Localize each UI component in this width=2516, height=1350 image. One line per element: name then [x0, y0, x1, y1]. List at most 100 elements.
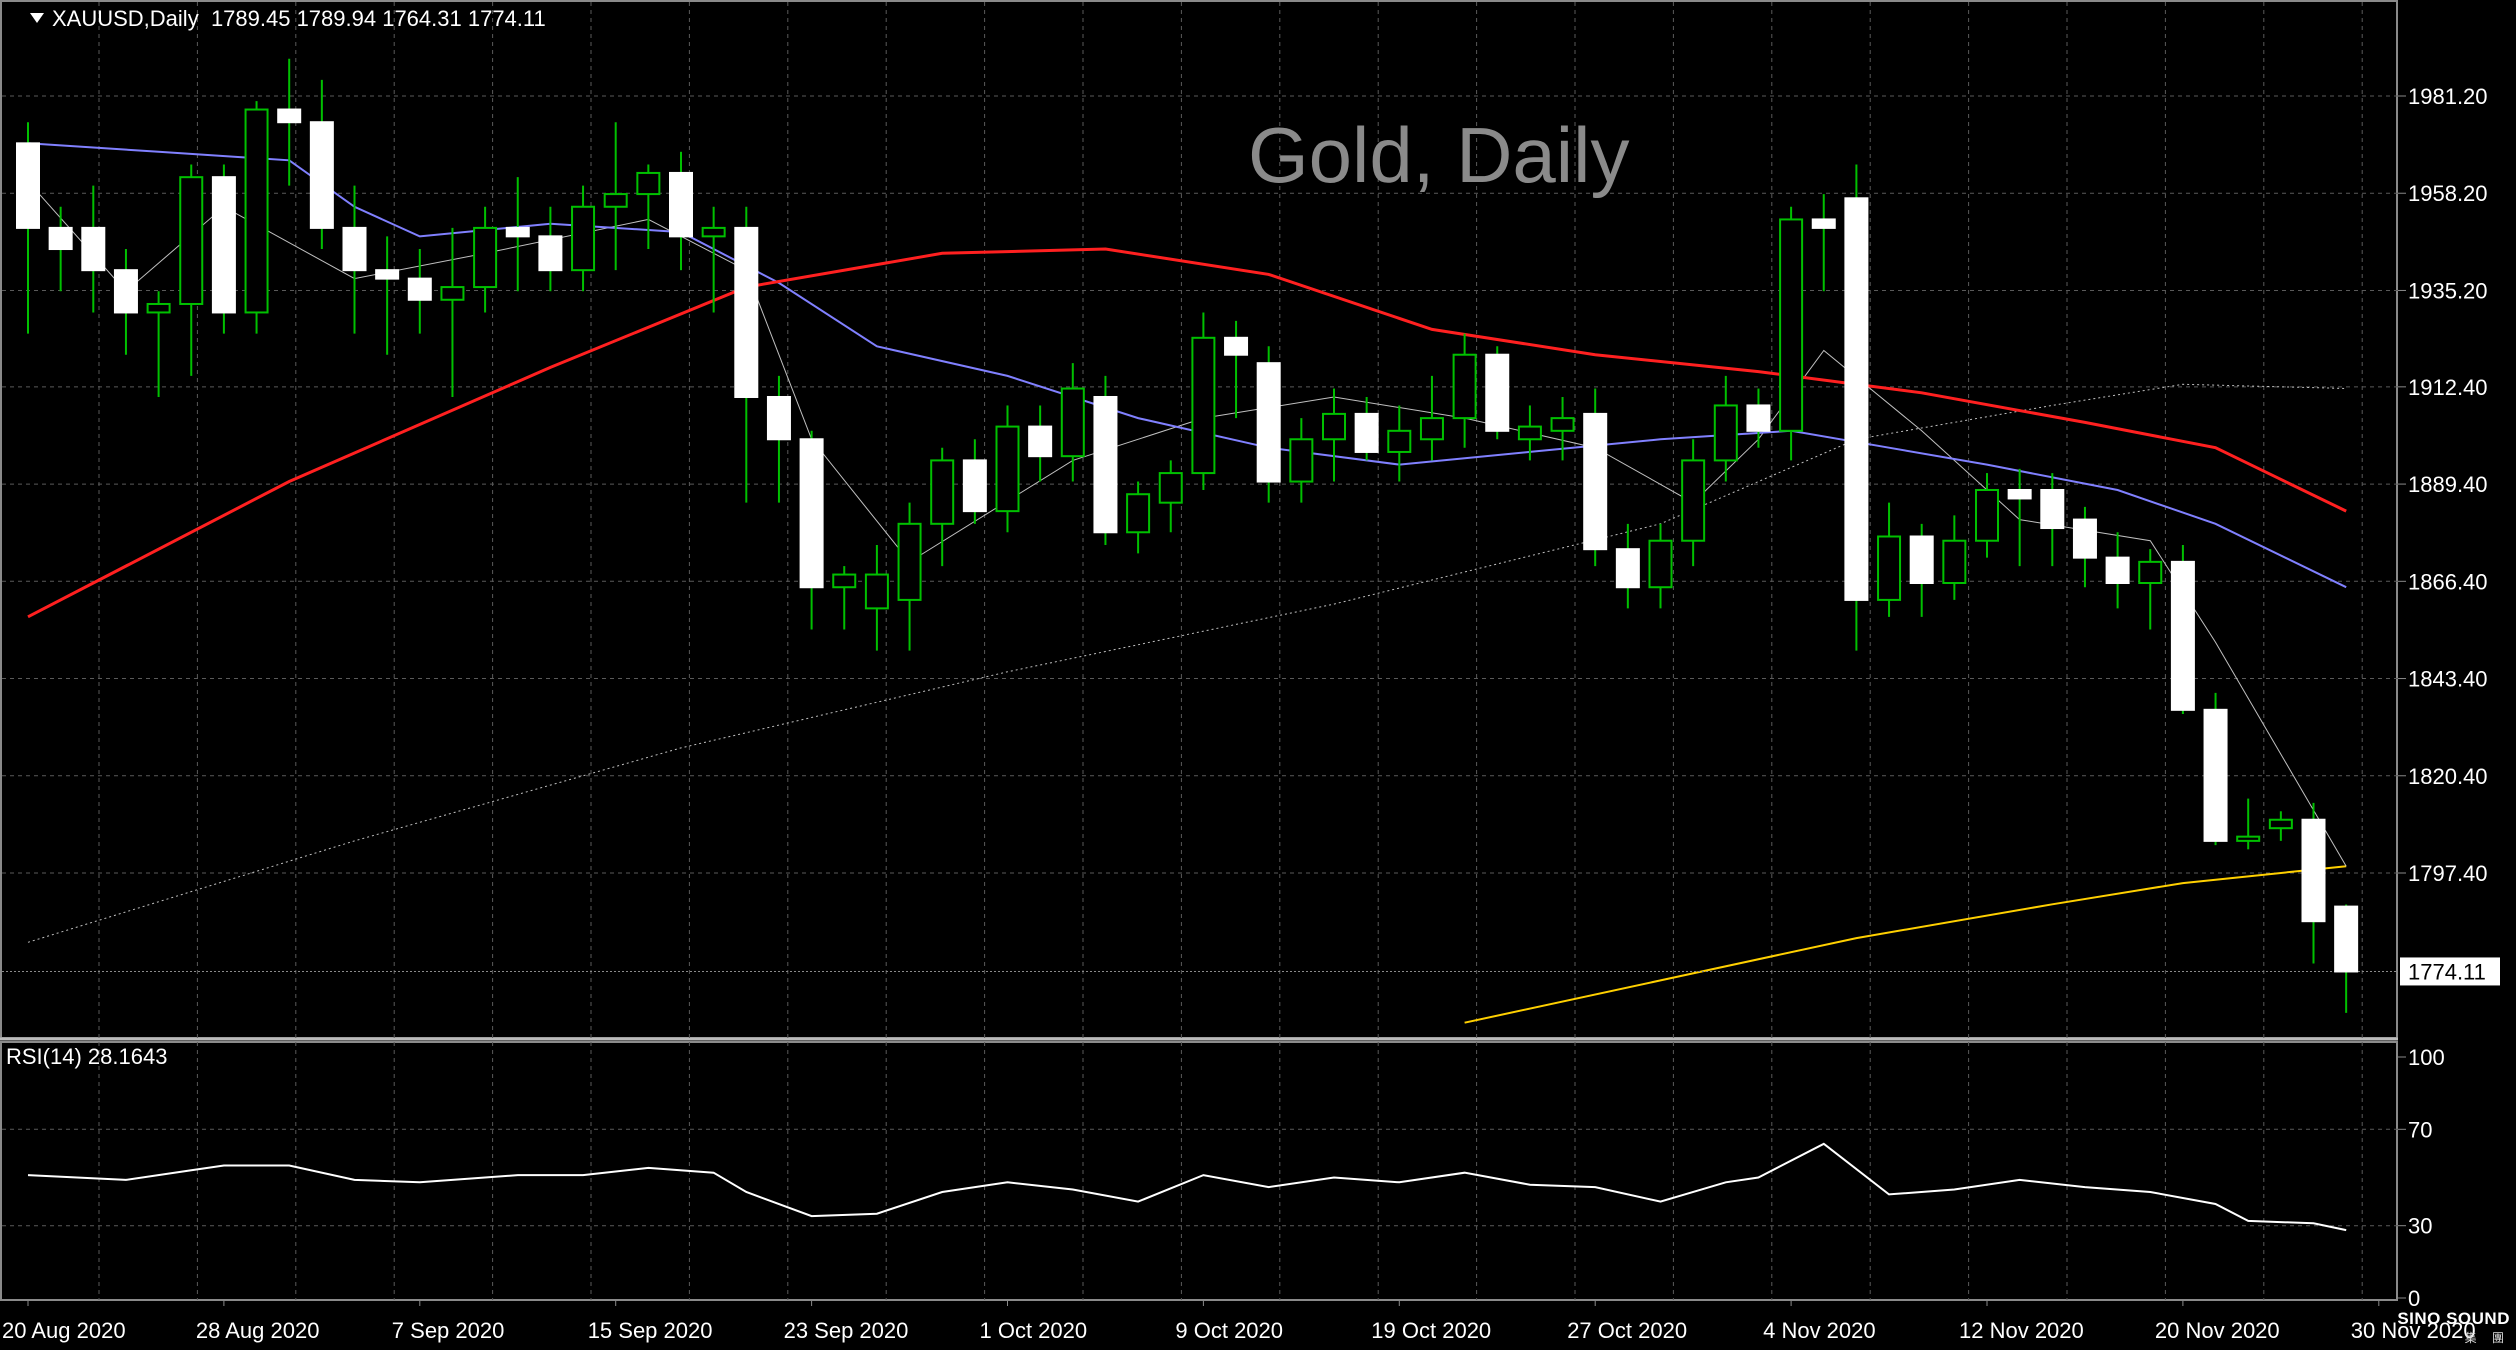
candle-body: [1093, 395, 1118, 534]
candle-body: [1158, 472, 1183, 504]
candle-body: [2105, 556, 2130, 584]
candle-body: [766, 395, 791, 441]
candle-body: [864, 573, 889, 610]
current-price-label: 1774.11: [2408, 959, 2486, 984]
candle-body: [832, 573, 857, 589]
candle-body: [16, 142, 40, 229]
date-tick-label: 20 Aug 2020: [2, 1318, 126, 1343]
date-tick-label: 27 Oct 2020: [1567, 1318, 1687, 1343]
rsi-tick-label: 30: [2408, 1214, 2432, 1239]
candle-body: [407, 277, 432, 301]
candle-body: [2301, 818, 2326, 923]
candle-body: [1975, 488, 1999, 542]
price-tick-label: 1889.40: [2408, 472, 2488, 497]
candle-body: [930, 459, 955, 525]
candlesticks: [16, 58, 2359, 1013]
candle-body: [603, 193, 628, 208]
candle-body: [2170, 560, 2195, 711]
candle-body: [1909, 535, 1934, 584]
price-tick-label: 1912.40: [2408, 375, 2488, 400]
candle-body: [1811, 218, 1836, 229]
symbol-label: XAUUSD,Daily: [52, 6, 199, 31]
ma-red-line: [27, 247, 2347, 619]
candle-body: [2072, 518, 2097, 559]
rsi-frame: [0, 1041, 2398, 1301]
candle-body: [1942, 539, 1967, 584]
price-tick-label: 1797.40: [2408, 861, 2488, 886]
candle-body: [1322, 412, 1346, 441]
candle-body: [2268, 818, 2293, 830]
date-tick-label: 4 Nov 2020: [1763, 1318, 1876, 1343]
logo-name: SINO SOUND: [2397, 1309, 2510, 1328]
candle-body: [1844, 197, 1869, 601]
grid-lines: [0, 0, 2398, 1301]
candle-body: [1517, 425, 1542, 441]
candle-body: [636, 171, 661, 196]
candle-body: [1289, 438, 1314, 483]
candle-body: [1615, 548, 1640, 589]
candle-body: [1419, 417, 1444, 441]
candle-body: [375, 269, 400, 280]
date-tick-label: 9 Oct 2020: [1175, 1318, 1283, 1343]
candle-body: [799, 438, 824, 589]
rsi-header: RSI(14) 28.1643: [6, 1044, 168, 1069]
candle-body: [1746, 404, 1771, 432]
candle-body: [146, 302, 171, 314]
candle-body: [1387, 429, 1412, 453]
price-tick-label: 1981.20: [2408, 84, 2488, 109]
candle-body: [1550, 417, 1575, 432]
ma-blue-line: [27, 142, 2347, 589]
rsi-tick-label: 100: [2408, 1045, 2445, 1070]
candle-body: [1126, 493, 1151, 534]
candle-body: [277, 108, 302, 124]
candle-body: [701, 226, 726, 238]
dropdown-triangle-icon[interactable]: [30, 13, 44, 24]
candle-body: [1681, 459, 1706, 542]
candle-body: [1028, 425, 1053, 458]
date-tick-label: 12 Nov 2020: [1959, 1318, 2084, 1343]
candle-body: [1713, 404, 1738, 462]
axes: 1981.20 1958.20 1935.20 1912.40 1889.40 1866.…: [2, 84, 2500, 1343]
price-tick-label: 1958.20: [2408, 181, 2488, 206]
candle-body: [179, 176, 204, 305]
candle-body: [1583, 412, 1608, 551]
candle-body: [1877, 535, 1902, 601]
candle-body: [1224, 336, 1249, 356]
candle-body: [1060, 387, 1085, 458]
candle-body: [1354, 412, 1379, 453]
date-tick-label: 23 Sep 2020: [784, 1318, 909, 1343]
candle-body: [669, 171, 693, 238]
candle-body: [211, 176, 236, 314]
candle-body: [1191, 336, 1216, 475]
date-tick-label: 30 Nov 2020: [2351, 1318, 2476, 1343]
candle-body: [473, 226, 498, 289]
watermark-title: Gold, Daily: [1248, 111, 1630, 199]
candle-body: [962, 459, 987, 513]
candle-body: [342, 226, 367, 272]
candle-body: [309, 121, 334, 229]
candle-body: [2334, 905, 2359, 973]
candle-body: [2236, 835, 2261, 842]
moving-averages: [2, 142, 2398, 1024]
rsi-tick-label: 0: [2408, 1286, 2420, 1311]
symbol-header[interactable]: XAUUSD,Daily 1789.45 1789.94 1764.31 177…: [30, 6, 546, 32]
ma-yellow-line: [1464, 865, 2347, 1024]
candle-body: [2138, 560, 2163, 584]
candle-body: [897, 522, 922, 601]
candle-body: [81, 226, 106, 272]
candle-body: [1485, 353, 1510, 432]
price-tick-label: 1820.40: [2408, 764, 2488, 789]
sino-sound-logo: SINO SOUND 集 團: [2397, 1309, 2510, 1346]
candle-body: [1779, 218, 1804, 432]
date-tick-label: 7 Sep 2020: [392, 1318, 505, 1343]
current-price-box: [2400, 957, 2500, 986]
candle-body: [1452, 353, 1477, 420]
ma-dotted-line: [27, 383, 2347, 943]
price-tick-label: 1935.20: [2408, 278, 2488, 303]
candle-body: [1256, 362, 1281, 483]
candle-body: [538, 235, 563, 272]
price-tick-label: 1866.40: [2408, 569, 2488, 594]
candle-body: [505, 226, 530, 238]
candle-body: [48, 226, 73, 251]
